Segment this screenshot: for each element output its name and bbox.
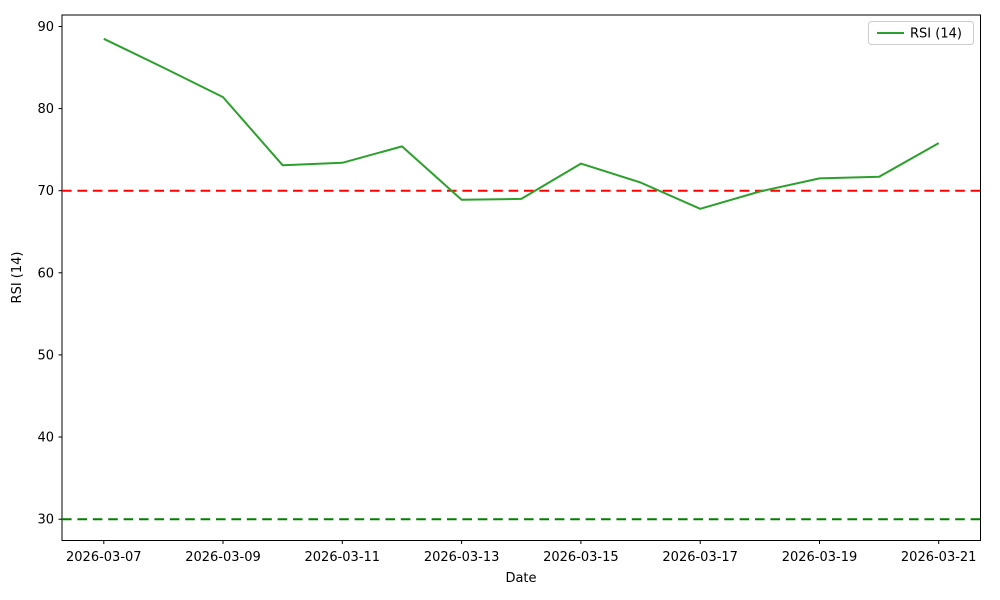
y-axis-label: RSI (14) (10, 252, 25, 304)
legend-box (868, 21, 974, 45)
series-layer (62, 37, 981, 521)
x-tick-label: 2026-03-19 (782, 550, 858, 565)
y-tick-label: 70 (37, 184, 54, 199)
rsi-series-line (103, 37, 940, 210)
x-tick-label: 2026-03-21 (901, 550, 977, 565)
x-tick-label: 2026-03-07 (66, 550, 142, 565)
y-tick-label: 90 (37, 20, 54, 35)
x-tick-label: 2026-03-15 (543, 550, 619, 565)
y-tick-label: 80 (37, 102, 54, 117)
y-tick-label: 50 (37, 348, 54, 363)
x-tick-label: 2026-03-09 (185, 550, 261, 565)
y-tick-label: 60 (37, 266, 54, 281)
legend: RSI (14) (868, 21, 974, 45)
x-tick-label: 2026-03-17 (662, 550, 738, 565)
axes-layer: 30 40 50 60 70 80 90 2026-03-07 2026-03-09 2026-0… (37, 14, 981, 565)
plot-frame (61, 14, 981, 541)
x-tick-label: 2026-03-11 (305, 550, 381, 565)
x-tick-label: 2026-03-13 (424, 550, 500, 565)
legend-entry-label: RSI (14) (910, 27, 962, 42)
y-tick-label: 40 (37, 431, 54, 446)
y-tick-label: 30 (37, 513, 54, 528)
x-axis-label: Date (505, 571, 536, 586)
